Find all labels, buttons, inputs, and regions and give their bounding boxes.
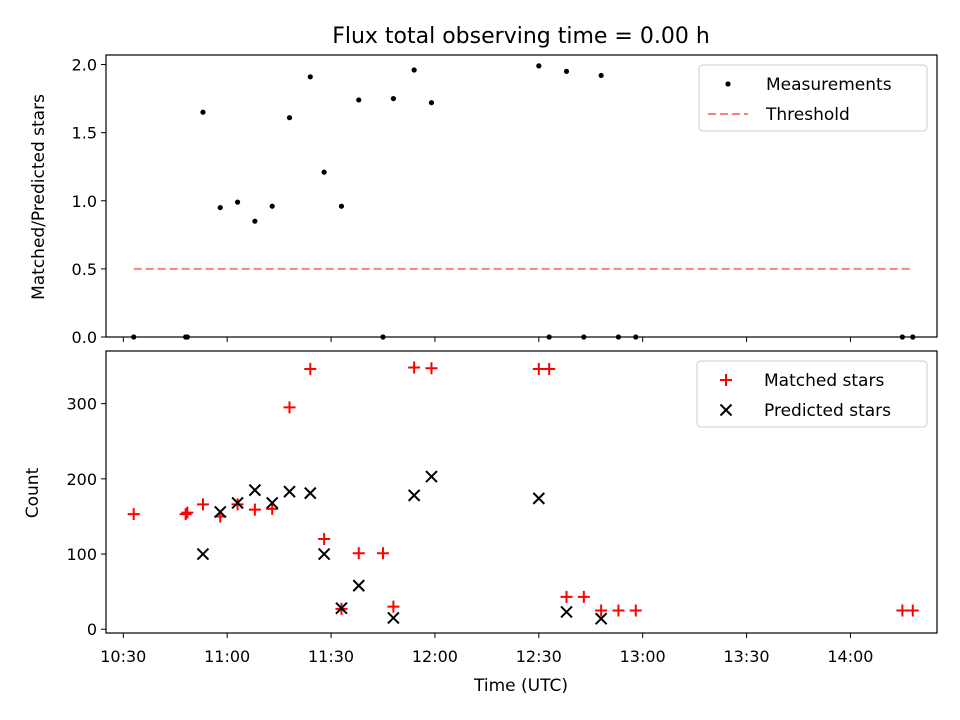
legend-marker — [720, 374, 732, 386]
data-point — [200, 109, 206, 115]
data-point — [269, 203, 275, 209]
data-point — [532, 492, 546, 505]
legend: Matched stars Predicted stars — [696, 360, 928, 428]
data-point — [304, 486, 317, 500]
data-point — [411, 67, 417, 73]
data-point — [560, 605, 573, 619]
data-point — [217, 204, 223, 211]
data-point — [595, 604, 608, 617]
data-point — [629, 604, 642, 617]
axes-frame — [105, 350, 938, 634]
y-tick-label: 0 — [87, 620, 97, 639]
data-point — [231, 498, 244, 511]
data-point — [563, 68, 570, 74]
x-tick-label: 11:30 — [308, 647, 354, 666]
data-point — [598, 72, 604, 79]
y-tick-label: 1.0 — [72, 192, 97, 211]
data-point — [425, 362, 438, 375]
legend-label: Threshold — [765, 105, 850, 125]
data-point — [428, 100, 435, 106]
x-axis-label: Time (UTC) — [473, 676, 568, 696]
data-point — [906, 604, 919, 617]
x-tick-label: 13:00 — [620, 647, 666, 666]
data-point — [536, 63, 542, 69]
x-tick-label: 10:30 — [100, 647, 146, 666]
data-point — [560, 590, 573, 603]
data-point — [317, 547, 331, 561]
data-point — [283, 485, 296, 498]
series-predicted-stars — [196, 470, 608, 625]
data-point — [248, 483, 262, 497]
data-point — [387, 611, 400, 625]
data-point — [286, 115, 293, 121]
data-point — [196, 498, 209, 511]
top-y-axis-label: Matched/Predicted stars — [29, 94, 49, 300]
data-point — [352, 579, 365, 592]
data-point — [532, 363, 545, 376]
data-point — [248, 503, 261, 516]
y-tick-label: 300 — [66, 395, 97, 414]
bottom-y-axis-label: Count — [23, 467, 43, 518]
data-point — [127, 508, 140, 521]
legend-label: Predicted stars — [764, 401, 891, 421]
data-point — [234, 199, 241, 205]
chart-title: Flux total observing time = 0.00 h — [332, 24, 710, 49]
legend-label: Measurements — [766, 75, 892, 95]
bottom-plot: 0 100 200 300 10:30 11:00 11:30 12:00 12:30 13:00… — [66, 350, 938, 666]
data-point — [196, 547, 210, 561]
data-point — [356, 97, 362, 103]
legend-marker — [725, 81, 731, 87]
x-tick-label: 11:00 — [204, 647, 250, 666]
data-point — [252, 218, 258, 224]
legend-label: Matched stars — [764, 371, 884, 391]
y-tick-label: 100 — [66, 545, 97, 564]
data-point — [321, 169, 327, 175]
y-tick-label: 200 — [66, 470, 97, 489]
x-tick-label: 12:30 — [516, 647, 562, 666]
legend-box — [696, 360, 928, 428]
data-point — [335, 601, 348, 615]
data-point — [543, 363, 556, 376]
legend-box — [698, 64, 928, 132]
data-point — [307, 74, 313, 80]
data-point — [377, 547, 389, 560]
series-measurements — [131, 63, 916, 340]
data-point — [304, 363, 317, 376]
data-point — [594, 612, 608, 625]
data-point — [407, 489, 421, 502]
data-point — [283, 401, 296, 414]
data-point — [577, 590, 590, 603]
x-tick-label: 14:00 — [827, 647, 873, 666]
y-tick-label: 0.0 — [72, 328, 97, 347]
top-plot: 0.0 0.5 1.0 1.5 2.0 Measurements Threshold — [72, 54, 938, 347]
y-tick-label: 0.5 — [72, 260, 97, 279]
legend-marker — [719, 403, 733, 417]
legend: Measurements Threshold — [698, 64, 928, 132]
x-tick-label: 12:00 — [412, 647, 458, 666]
data-point — [387, 600, 400, 613]
data-point — [181, 506, 194, 519]
data-point — [425, 470, 438, 483]
x-tick-label: 13:30 — [724, 647, 770, 666]
data-point — [390, 95, 396, 102]
data-point — [352, 547, 365, 560]
data-point — [896, 604, 909, 617]
data-point — [338, 203, 345, 209]
data-point — [214, 505, 227, 519]
data-point — [266, 502, 279, 515]
axes-frame — [105, 54, 938, 338]
data-point — [318, 533, 331, 545]
data-point — [231, 496, 244, 510]
data-point — [179, 508, 192, 521]
data-point — [408, 361, 421, 374]
y-tick-label: 1.5 — [72, 124, 97, 143]
data-point — [612, 604, 625, 617]
data-point — [265, 496, 279, 510]
y-tick-label: 2.0 — [72, 56, 97, 75]
